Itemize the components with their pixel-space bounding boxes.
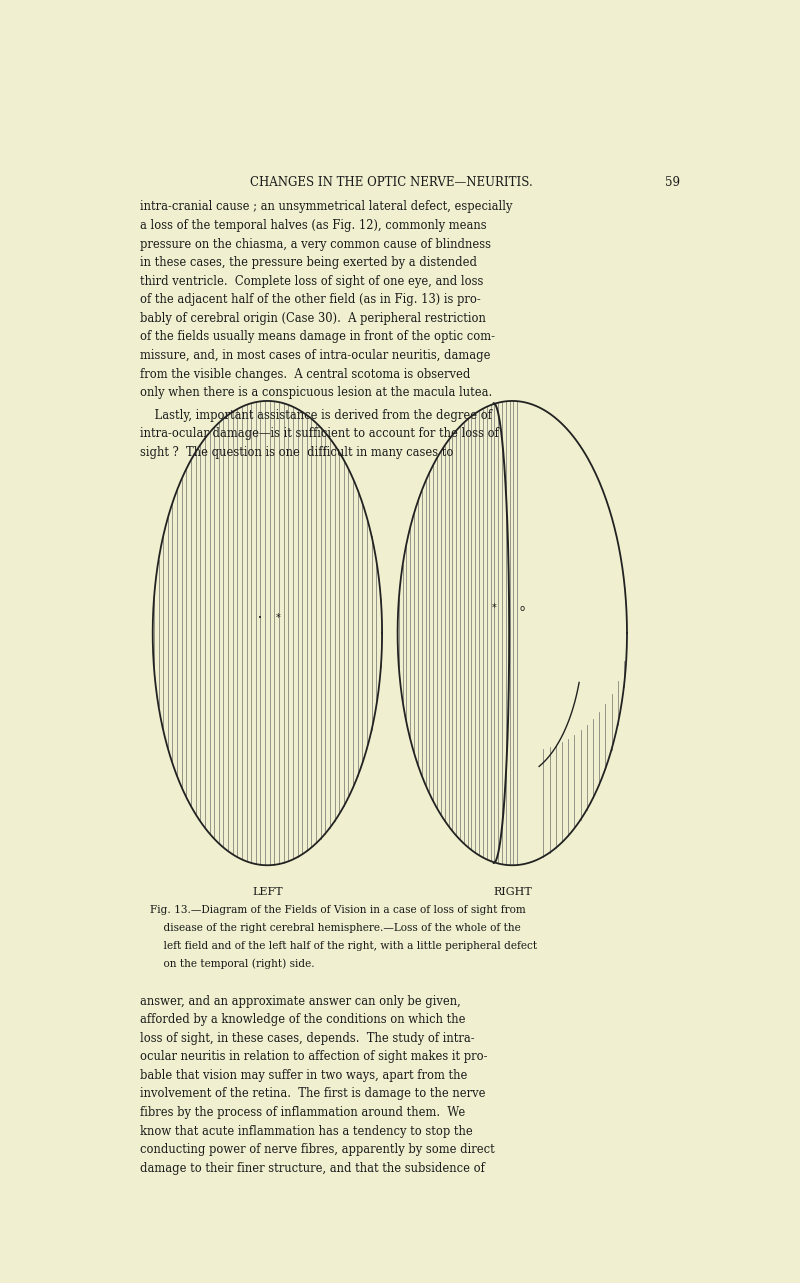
Text: bably of cerebral origin (Case 30).  A peripheral restriction: bably of cerebral origin (Case 30). A pe… [140, 312, 486, 325]
Text: only when there is a conspicuous lesion at the macula lutea.: only when there is a conspicuous lesion … [140, 386, 493, 399]
Text: bable that vision may suffer in two ways, apart from the: bable that vision may suffer in two ways… [140, 1069, 468, 1082]
Text: 59: 59 [665, 176, 680, 189]
Text: o: o [519, 604, 524, 613]
Text: a loss of the temporal halves (as Fig. 12), commonly means: a loss of the temporal halves (as Fig. 1… [140, 219, 487, 232]
Text: Fig. 13.—Diagram of the Fields of Vision in a case of loss of sight from: Fig. 13.—Diagram of the Fields of Vision… [150, 905, 526, 915]
Text: *: * [276, 613, 281, 624]
Text: from the visible changes.  A central scotoma is observed: from the visible changes. A central scot… [140, 367, 470, 381]
Text: on the temporal (right) side.: on the temporal (right) side. [150, 958, 314, 970]
Text: of the fields usually means damage in front of the optic com-: of the fields usually means damage in fr… [140, 331, 495, 344]
Text: RIGHT: RIGHT [493, 887, 532, 897]
Text: intra-cranial cause ; an unsymmetrical lateral defect, especially: intra-cranial cause ; an unsymmetrical l… [140, 200, 513, 213]
Text: of the adjacent half of the other field (as in Fig. 13) is pro-: of the adjacent half of the other field … [140, 294, 481, 307]
Text: intra-ocular damage—is it sufficient to account for the loss of: intra-ocular damage—is it sufficient to … [140, 427, 499, 440]
Text: damage to their finer structure, and that the subsidence of: damage to their finer structure, and tha… [140, 1162, 485, 1175]
Text: CHANGES IN THE OPTIC NERVE—NEURITIS.: CHANGES IN THE OPTIC NERVE—NEURITIS. [250, 176, 533, 189]
Text: missure, and, in most cases of intra-ocular neuritis, damage: missure, and, in most cases of intra-ocu… [140, 349, 491, 362]
Text: in these cases, the pressure being exerted by a distended: in these cases, the pressure being exert… [140, 257, 478, 269]
Text: know that acute inflammation has a tendency to stop the: know that acute inflammation has a tende… [140, 1125, 473, 1138]
Text: afforded by a knowledge of the conditions on which the: afforded by a knowledge of the condition… [140, 1014, 466, 1026]
Text: pressure on the chiasma, a very common cause of blindness: pressure on the chiasma, a very common c… [140, 237, 491, 250]
Text: disease of the right cerebral hemisphere.—Loss of the whole of the: disease of the right cerebral hemisphere… [150, 922, 520, 933]
Text: left field and of the left half of the right, with a little peripheral defect: left field and of the left half of the r… [150, 940, 537, 951]
Text: *: * [491, 603, 496, 613]
Text: loss of sight, in these cases, depends.  The study of intra-: loss of sight, in these cases, depends. … [140, 1032, 475, 1044]
Text: LEFT: LEFT [252, 887, 282, 897]
Text: third ventricle.  Complete loss of sight of one eye, and loss: third ventricle. Complete loss of sight … [140, 275, 484, 287]
Text: Lastly, important assistance is derived from the degree of: Lastly, important assistance is derived … [140, 409, 492, 422]
Text: involvement of the retina.  The first is damage to the nerve: involvement of the retina. The first is … [140, 1088, 486, 1101]
Text: ocular neuritis in relation to affection of sight makes it pro-: ocular neuritis in relation to affection… [140, 1051, 488, 1064]
Text: fibres by the process of inflammation around them.  We: fibres by the process of inflammation ar… [140, 1106, 466, 1119]
Text: sight ?  The question is one  difficult in many cases to: sight ? The question is one difficult in… [140, 445, 454, 459]
Text: answer, and an approximate answer can only be given,: answer, and an approximate answer can on… [140, 994, 461, 1007]
Text: •: • [258, 616, 262, 621]
Text: conducting power of nerve fibres, apparently by some direct: conducting power of nerve fibres, appare… [140, 1143, 495, 1156]
